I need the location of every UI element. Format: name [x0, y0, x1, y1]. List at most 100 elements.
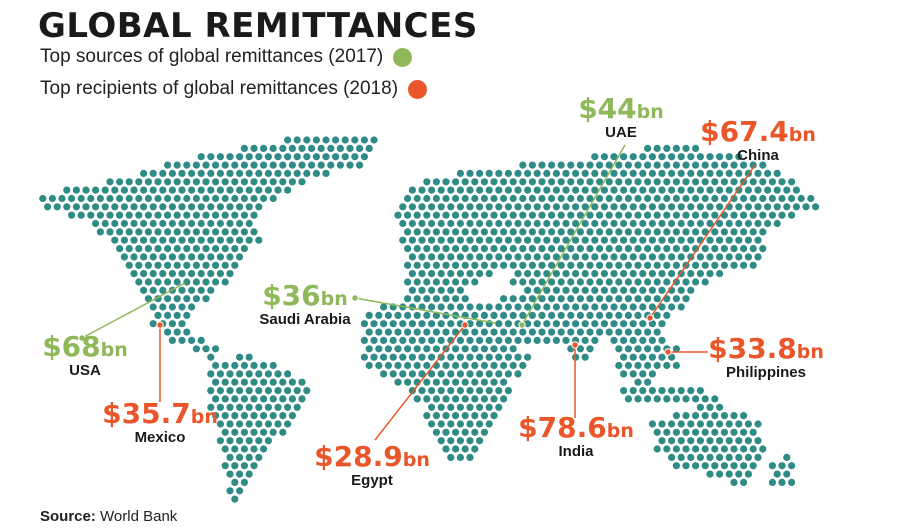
- map-dot: [442, 261, 450, 269]
- map-dot: [672, 428, 681, 436]
- map-dot: [231, 211, 239, 219]
- map-dot: [216, 370, 224, 378]
- map-dot: [725, 253, 733, 261]
- map-dot: [125, 211, 133, 219]
- map-dot: [605, 278, 613, 286]
- map-dot: [216, 203, 224, 211]
- map-dot: [144, 228, 152, 236]
- map-dot: [380, 320, 388, 328]
- map-dot: [533, 320, 541, 328]
- map-dot: [461, 445, 469, 453]
- map-dot: [495, 186, 503, 194]
- map-dot: [634, 245, 642, 253]
- map-dot: [149, 270, 157, 278]
- map-dot: [221, 462, 229, 470]
- map-dot: [164, 311, 172, 319]
- map-dot: [672, 194, 681, 203]
- map-dot: [164, 261, 172, 269]
- map-dot: [461, 178, 469, 186]
- map-dot: [485, 203, 493, 211]
- map-dot: [447, 286, 455, 294]
- map-dot: [471, 345, 479, 353]
- map-dot: [404, 311, 412, 319]
- map-dot: [231, 245, 239, 253]
- map-dot: [634, 211, 642, 219]
- map-dot: [706, 169, 714, 177]
- map-dot: [696, 453, 705, 461]
- map-dot: [519, 161, 527, 169]
- map-dot: [634, 345, 642, 353]
- callout-saudi-country: Saudi Arabia: [259, 311, 351, 328]
- map-dot: [356, 144, 364, 152]
- map-dot: [615, 295, 623, 303]
- map-dot: [236, 370, 244, 378]
- map-dot: [677, 203, 685, 211]
- map-dot: [744, 253, 753, 261]
- map-dot: [524, 203, 532, 211]
- map-dot: [735, 470, 743, 478]
- map-dot: [548, 245, 556, 253]
- map-dot: [437, 353, 445, 361]
- map-dot: [600, 303, 609, 311]
- map-dot: [639, 336, 647, 344]
- map-dot: [586, 261, 594, 269]
- map-dot: [274, 403, 282, 411]
- map-dot: [605, 295, 613, 303]
- map-dot: [192, 194, 200, 203]
- map-dot: [461, 428, 469, 436]
- map-dot: [447, 303, 455, 311]
- map-dot: [552, 286, 561, 294]
- callout-philippines: $33.8bn Philippines: [706, 335, 826, 381]
- map-dot: [221, 395, 229, 403]
- map-dot: [202, 228, 210, 236]
- map-dot: [212, 345, 220, 353]
- map-dot: [485, 236, 493, 244]
- map-dot: [216, 420, 224, 428]
- map-dot: [720, 161, 729, 169]
- map-dot: [207, 387, 215, 395]
- map-dot: [135, 261, 143, 269]
- map-dot: [447, 203, 455, 211]
- map-dot: [711, 211, 719, 219]
- map-dot: [490, 245, 498, 253]
- map-dot: [192, 211, 200, 219]
- map-dot: [240, 178, 248, 186]
- map-dot: [495, 370, 503, 378]
- map-dot: [610, 286, 618, 294]
- map-dot: [466, 236, 474, 244]
- map-dot: [250, 428, 258, 436]
- map-dot: [658, 420, 666, 428]
- map-dot: [231, 445, 239, 453]
- map-dot: [298, 395, 306, 403]
- map-dot: [404, 194, 412, 203]
- map-dot: [456, 403, 464, 411]
- map-dot: [178, 236, 186, 244]
- map-dot: [754, 253, 762, 261]
- map-dot: [250, 361, 258, 370]
- map-dot: [538, 211, 546, 219]
- map-dot: [754, 186, 762, 194]
- map-dot: [773, 203, 781, 211]
- map-dot: [514, 370, 522, 378]
- map-dot: [447, 353, 455, 361]
- map-dot: [639, 270, 647, 278]
- map-dot: [692, 211, 700, 219]
- map-dot: [677, 219, 685, 228]
- map-dot: [159, 236, 167, 244]
- map-dot: [466, 387, 474, 395]
- map-dot: [226, 186, 234, 194]
- map-dot: [552, 219, 561, 228]
- map-dot: [648, 270, 657, 278]
- map-dot: [725, 453, 733, 461]
- map-dot: [764, 169, 772, 177]
- map-dot: [202, 295, 210, 303]
- map-dot: [701, 445, 709, 453]
- map-dot: [207, 169, 215, 177]
- map-dot: [428, 303, 436, 311]
- map-dot: [173, 161, 181, 169]
- map-dot: [581, 186, 589, 194]
- map-dot: [634, 378, 642, 386]
- map-dot: [490, 412, 498, 420]
- map-dot: [183, 194, 191, 203]
- map-dot: [442, 178, 450, 186]
